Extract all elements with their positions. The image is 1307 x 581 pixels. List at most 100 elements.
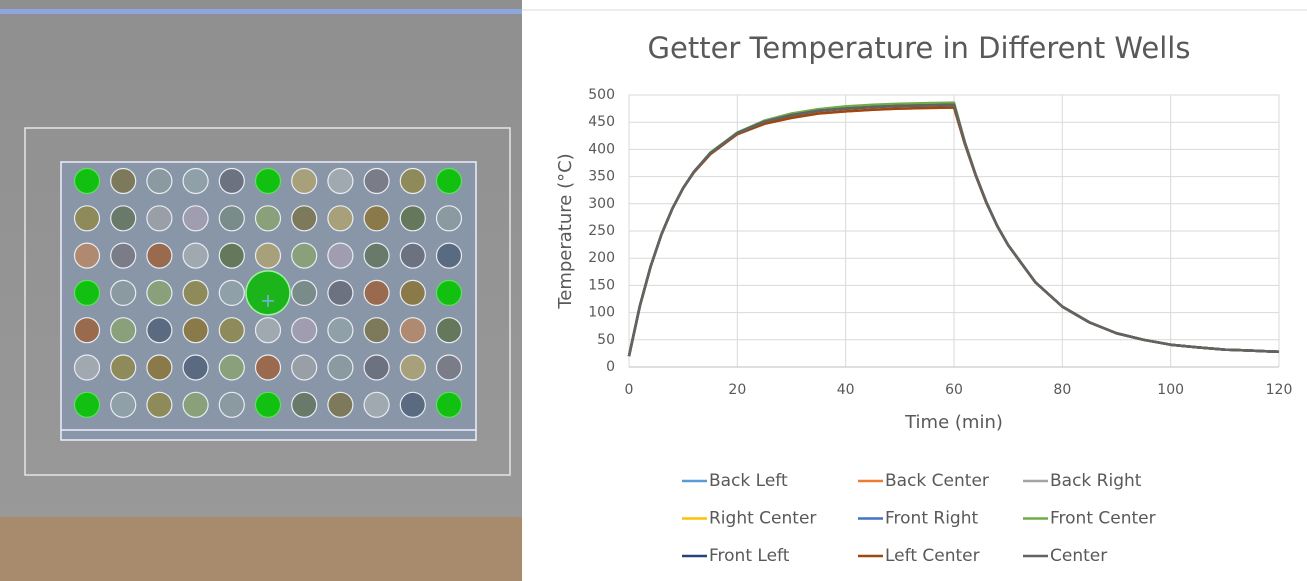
x-tick-label: 80: [1053, 382, 1071, 398]
well: [364, 243, 389, 268]
well: [292, 355, 317, 380]
x-tick-label: 20: [728, 382, 746, 398]
well: [328, 318, 353, 343]
y-tick-label: 0: [606, 359, 615, 375]
well: [183, 318, 208, 343]
well: [147, 392, 172, 417]
well: [75, 169, 100, 194]
y-tick-label: 50: [597, 332, 615, 348]
legend: Back Left Back Center Back Right Right Cent…: [682, 471, 1156, 566]
well: [111, 280, 136, 305]
well: [256, 243, 281, 268]
well: [183, 243, 208, 268]
figure: Getter Temperature in Different Wells Te…: [0, 0, 1307, 581]
x-tick-label: 0: [625, 382, 634, 398]
well: [437, 169, 462, 194]
y-tick-label: 500: [588, 87, 615, 103]
well: [437, 392, 462, 417]
x-tick-label: 120: [1266, 382, 1293, 398]
x-tick-label: 100: [1157, 382, 1184, 398]
y-tick-label: 300: [588, 196, 615, 212]
y-axis-label: Temperature (°C): [555, 153, 576, 309]
well: [219, 243, 244, 268]
well: [75, 206, 100, 231]
well: [219, 355, 244, 380]
well: [147, 318, 172, 343]
well: [364, 206, 389, 231]
plate-render: [0, 0, 522, 581]
well: [75, 355, 100, 380]
legend-label: Front Left: [709, 546, 790, 566]
well: [111, 318, 136, 343]
well: [437, 206, 462, 231]
well: [219, 392, 244, 417]
legend-label: Back Left: [709, 471, 788, 491]
legend-label: Center: [1050, 546, 1107, 566]
well: [400, 280, 425, 305]
well: [147, 280, 172, 305]
well: [328, 392, 353, 417]
well: [292, 318, 317, 343]
legend-label: Right Center: [709, 509, 816, 529]
well: [328, 169, 353, 194]
well: [219, 318, 244, 343]
well: [364, 355, 389, 380]
y-tick-label: 200: [588, 250, 615, 266]
legend-label: Back Center: [885, 471, 989, 491]
well: [111, 355, 136, 380]
well: [400, 206, 425, 231]
well: [328, 206, 353, 231]
well: [400, 243, 425, 268]
well: [292, 392, 317, 417]
well: [256, 206, 281, 231]
x-tick-label: 60: [945, 382, 963, 398]
well: [111, 169, 136, 194]
well: [437, 280, 462, 305]
well: [219, 169, 244, 194]
well: [256, 169, 281, 194]
well: [292, 169, 317, 194]
well: [437, 355, 462, 380]
well: [183, 206, 208, 231]
well: [111, 243, 136, 268]
well: [75, 243, 100, 268]
well: [147, 169, 172, 194]
well: [147, 243, 172, 268]
render-floor: [0, 517, 522, 581]
well: [75, 318, 100, 343]
well: [256, 392, 281, 417]
well: [292, 243, 317, 268]
well: [328, 243, 353, 268]
well: [437, 318, 462, 343]
legend-label: Front Right: [885, 509, 979, 529]
well: [111, 206, 136, 231]
well: [400, 169, 425, 194]
well: [256, 318, 281, 343]
y-tick-label: 350: [588, 169, 615, 185]
well: [147, 206, 172, 231]
y-tick-label: 400: [588, 141, 615, 157]
well: [219, 206, 244, 231]
render-top-bar: [0, 9, 522, 14]
well: [75, 392, 100, 417]
well: [364, 392, 389, 417]
x-axis-label: Time (min): [904, 412, 1003, 433]
y-tick-label: 100: [588, 305, 615, 321]
well: [183, 169, 208, 194]
y-tick-label: 450: [588, 114, 615, 130]
well: [437, 243, 462, 268]
well: [400, 318, 425, 343]
legend-label: Back Right: [1050, 471, 1142, 491]
well: [256, 355, 281, 380]
well: [183, 280, 208, 305]
well: [400, 392, 425, 417]
well: [183, 392, 208, 417]
well: [292, 206, 317, 231]
well: [75, 280, 100, 305]
y-tick-label: 150: [588, 277, 615, 293]
well: [147, 355, 172, 380]
well: [219, 280, 244, 305]
well: [364, 318, 389, 343]
well: [111, 392, 136, 417]
